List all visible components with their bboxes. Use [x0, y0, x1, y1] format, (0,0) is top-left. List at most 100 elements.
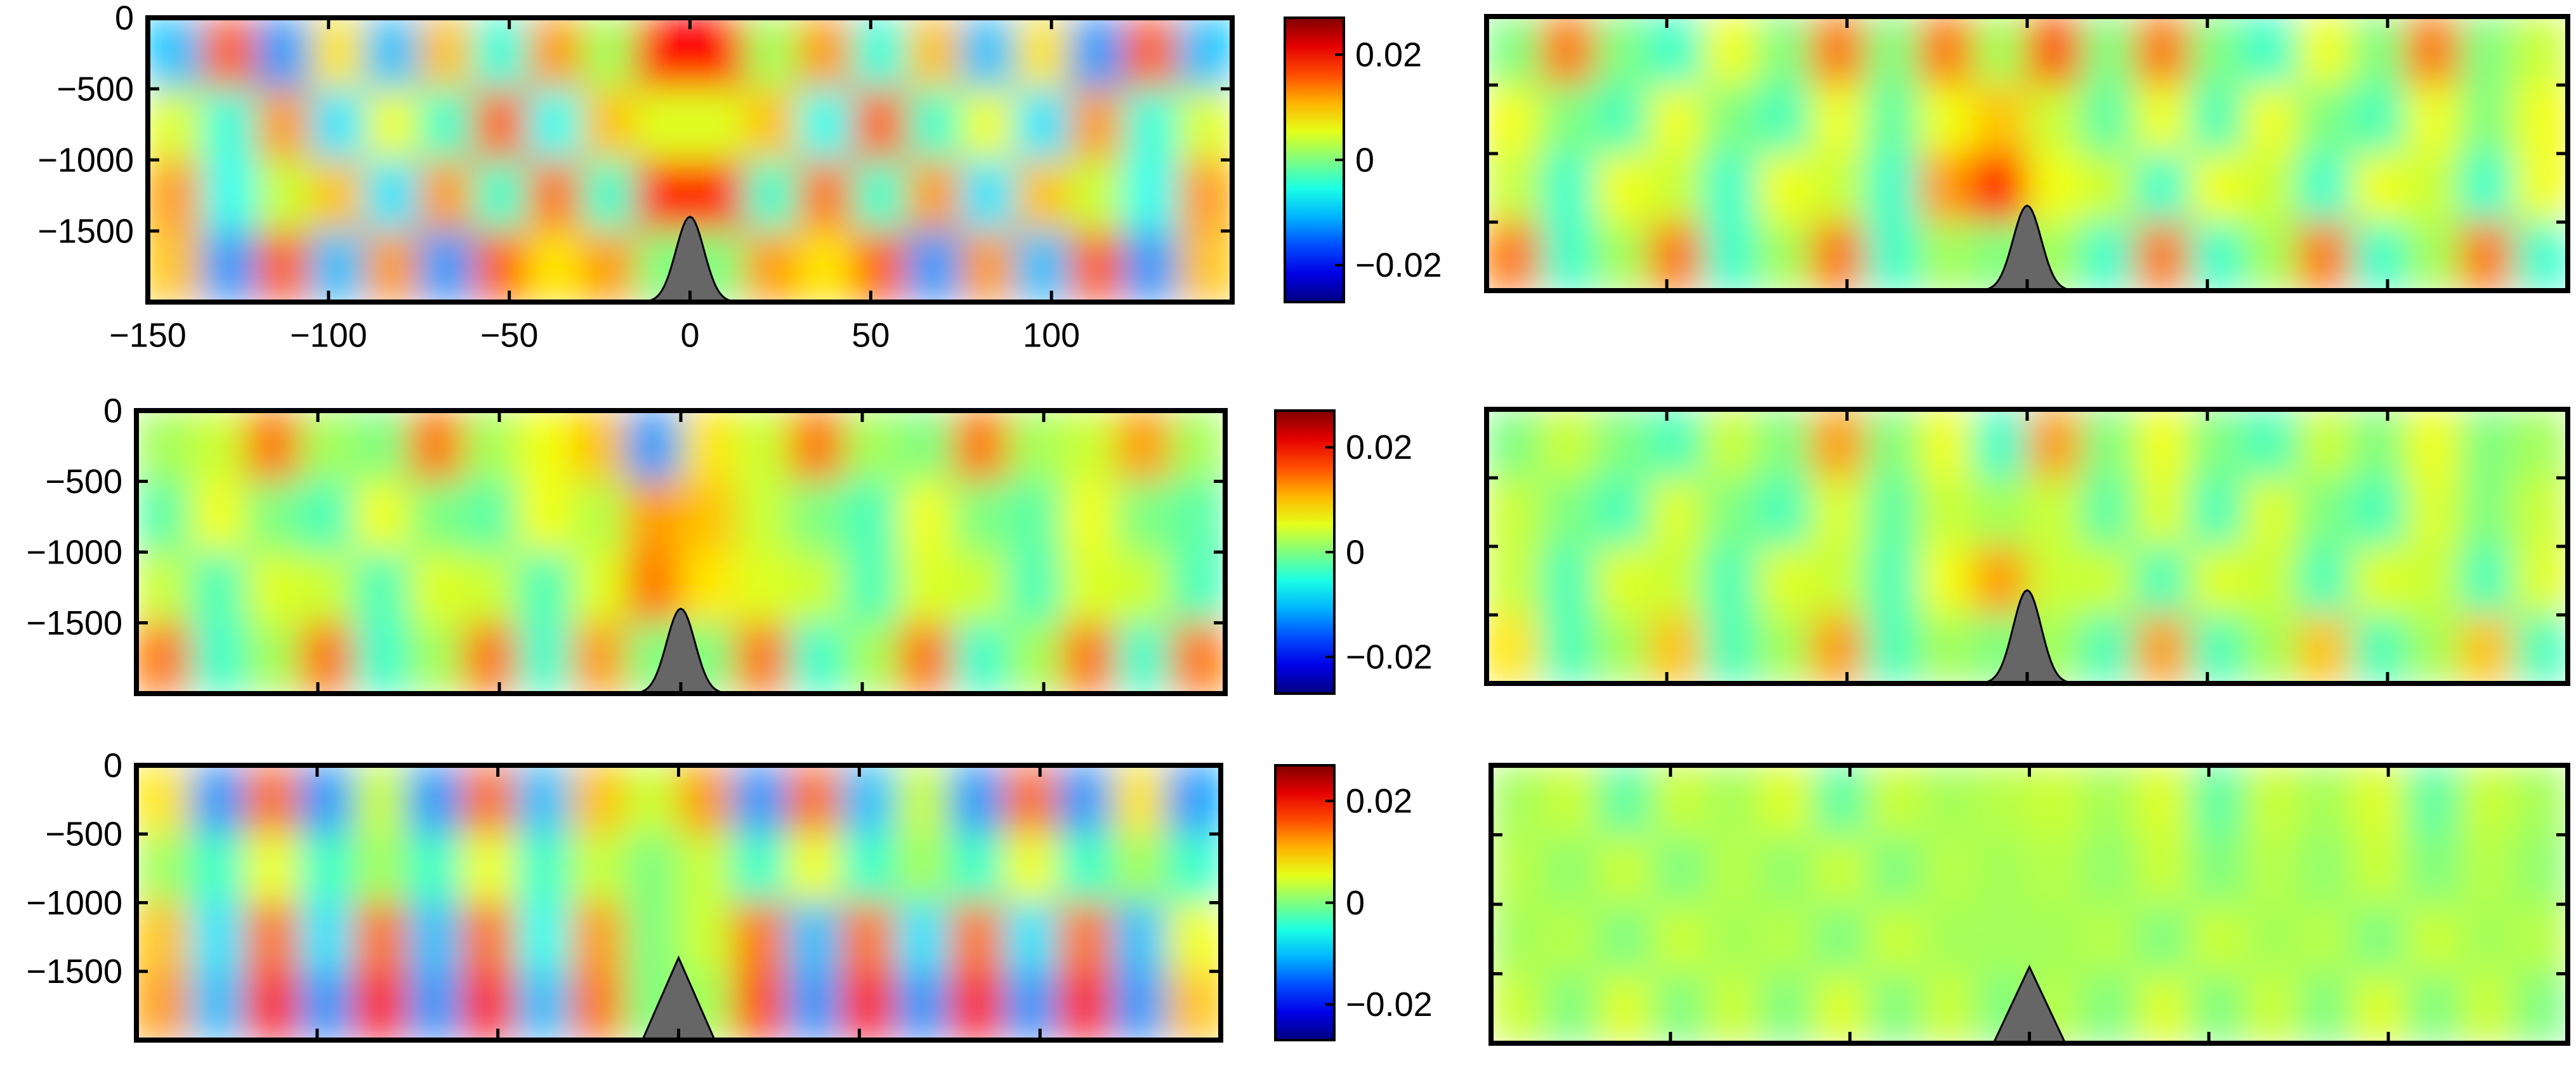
heatmap-cell [1166, 765, 1221, 834]
heatmap-cell [570, 902, 625, 972]
colorbar-tick-label: −0.02 [1346, 638, 1433, 676]
heatmap-cell [1652, 765, 1707, 835]
mountain [1980, 204, 2074, 291]
heatmap-cell [527, 159, 582, 232]
heatmap-cell [408, 411, 464, 482]
heatmap-cell [1015, 230, 1070, 302]
heatmap-cell [2243, 409, 2298, 478]
heatmap-cell [961, 88, 1016, 161]
heatmap-cell [789, 481, 844, 553]
heatmap-cell [744, 88, 799, 161]
heatmap-cell [1705, 834, 1761, 905]
heatmap-cell [244, 902, 299, 972]
heatmap-cell [898, 411, 954, 482]
heatmap-cell [2297, 153, 2352, 223]
heatmap-cell [473, 88, 528, 161]
heatmap-cell [2189, 221, 2244, 291]
heatmap-cell [1702, 614, 1758, 683]
heatmap-cell [2513, 477, 2568, 547]
x-tick-label: −100 [290, 316, 367, 354]
heatmap-cell [364, 88, 419, 161]
heatmap-cell [690, 88, 745, 161]
heatmap-cell [2513, 834, 2568, 905]
heatmap-cell [1015, 159, 1070, 232]
heatmap-cell [190, 765, 246, 834]
panel [1487, 409, 2568, 683]
heatmap-cell [1919, 477, 1974, 547]
heatmap-cell [2405, 477, 2461, 547]
heatmap-cell [1003, 833, 1059, 903]
heatmap-cell [581, 230, 636, 302]
heatmap-cell [789, 551, 844, 623]
heatmap-cell [2243, 546, 2298, 616]
heatmap-cell [2352, 834, 2407, 905]
heatmap-cell [245, 411, 300, 482]
heatmap-cell [310, 230, 365, 302]
heatmap-cell [1702, 84, 1758, 154]
heatmap-cell [1759, 834, 1815, 905]
heatmap-cell [1919, 546, 1974, 616]
heatmap-cell [2513, 84, 2568, 154]
heatmap-cell [1540, 614, 1595, 683]
heatmap-cell [1594, 614, 1650, 683]
heatmap-cell [517, 551, 572, 623]
heatmap-cell [1648, 409, 1704, 478]
heatmap-cell [680, 481, 736, 553]
heatmap-cell [1540, 221, 1595, 291]
heatmap-cell [190, 902, 246, 972]
heatmap-cell [2352, 765, 2407, 835]
heatmap-cell [2297, 84, 2352, 154]
heatmap-cell [1648, 16, 1704, 86]
heatmap-cell [1702, 153, 1758, 223]
heatmap-cell [1061, 551, 1117, 623]
heatmap-cell [1487, 546, 1541, 616]
heatmap-cell [2459, 153, 2514, 223]
heatmap-cell [1864, 409, 1920, 478]
heatmap-cell [635, 88, 690, 161]
heatmap-cell [732, 971, 787, 1040]
heatmap-cell [245, 481, 300, 553]
heatmap-cell [2513, 614, 2568, 683]
heatmap-cell [136, 411, 192, 482]
heatmap-cell [136, 971, 191, 1040]
heatmap-cell [626, 481, 681, 553]
y-tick-label: −1000 [26, 533, 122, 571]
heatmap-cell [2029, 904, 2084, 974]
heatmap-cell [678, 833, 733, 903]
heatmap-cell [906, 159, 962, 232]
heatmap-cell [2136, 834, 2192, 905]
heatmap-cell [678, 902, 733, 972]
heatmap-cell [2351, 409, 2406, 478]
heatmap-cell [735, 411, 791, 482]
heatmap-cell [895, 833, 950, 903]
heatmap-cell [515, 971, 571, 1040]
heatmap-cell [463, 481, 518, 553]
x-tick-label: 50 [851, 316, 890, 354]
heatmap-cell [298, 971, 354, 1040]
heatmap-cell [1975, 904, 2030, 974]
colorbar-tick-label: 0.02 [1346, 428, 1412, 466]
heatmap-cell [789, 411, 844, 482]
heatmap-cell [1648, 477, 1704, 547]
heatmap-cell [2189, 614, 2244, 683]
heatmap-cell [1598, 973, 1653, 1043]
heatmap-cell [2189, 84, 2244, 154]
heatmap-cell [906, 230, 962, 302]
heatmap-cell [2405, 973, 2461, 1043]
heatmap-cell [2027, 153, 2082, 223]
heatmap-cell [1921, 765, 1976, 835]
colorbar-tick-label: 0.02 [1346, 782, 1412, 820]
heatmap-cell [1919, 16, 1974, 86]
heatmap-cell [2190, 765, 2245, 835]
heatmap-cell [353, 971, 408, 1040]
heatmap-cell [190, 971, 246, 1040]
heatmap-cell [244, 971, 299, 1040]
heatmap-cell [735, 481, 791, 553]
x-tick-label: 0 [680, 316, 699, 354]
heatmap-cell [744, 159, 799, 232]
heatmap-cell [473, 159, 528, 232]
heatmap-cell [364, 159, 419, 232]
heatmap-cell [353, 551, 409, 623]
heatmap-cell [732, 833, 787, 903]
